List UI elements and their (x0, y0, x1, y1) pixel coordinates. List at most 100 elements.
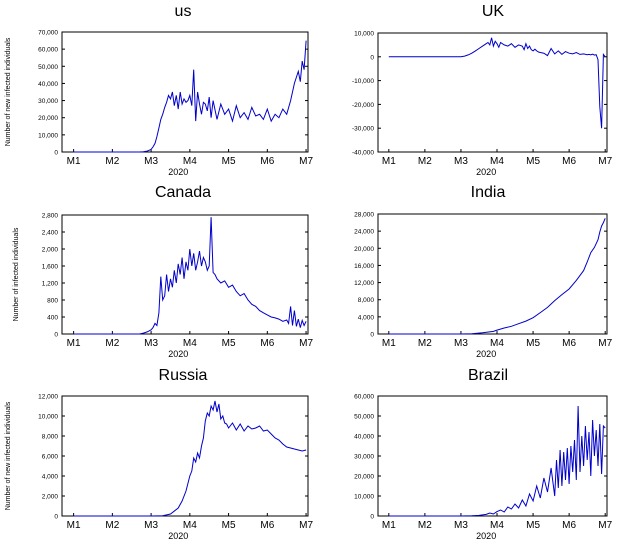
y-tick-label-3-5: 20,000 (354, 246, 374, 253)
y-tick-label-5-6: 60,000 (354, 394, 374, 401)
x-tick-label-4-4: M5 (222, 520, 236, 531)
y-tick-label-0-0: 0 (54, 150, 58, 157)
y-tick-label-3-3: 12,000 (354, 280, 374, 287)
x-tick-label-2-0: M1 (67, 338, 81, 349)
x-tick-label-4-5: M6 (260, 520, 274, 531)
x-tick-label-0-2: M3 (144, 156, 158, 167)
y-tick-label-5-1: 10,000 (354, 494, 374, 501)
chart-title-1: UK (482, 3, 505, 20)
x-axis-label-3: 2020 (476, 349, 496, 359)
y-tick-label-2-3: 1,200 (42, 281, 59, 288)
plot-frame-1 (377, 32, 608, 153)
x-tick-label-3-2: M3 (454, 338, 468, 349)
x-tick-label-5-4: M5 (526, 520, 540, 531)
x-tick-label-4-0: M1 (67, 520, 81, 531)
y-tick-label-0-4: 40,000 (38, 81, 58, 88)
x-tick-label-5-3: M4 (490, 520, 504, 531)
x-axis-label-0: 2020 (168, 167, 188, 177)
x-tick-label-5-6: M7 (598, 520, 612, 531)
y-tick-label-0-1: 10,000 (38, 132, 58, 139)
x-axis-label-4: 2020 (168, 531, 188, 541)
x-tick-label-0-5: M6 (260, 156, 274, 167)
x-axis-label-2: 2020 (168, 349, 188, 359)
y-tick-label-1-1: -30,000 (352, 126, 374, 133)
x-tick-label-0-6: M7 (299, 156, 313, 167)
x-tick-label-3-6: M7 (598, 338, 612, 349)
x-tick-label-1-3: M4 (490, 156, 504, 167)
y-tick-label-2-1: 400 (47, 315, 58, 322)
y-tick-label-1-3: -10,000 (352, 78, 374, 85)
y-tick-label-0-3: 30,000 (38, 98, 58, 105)
y-tick-label-4-5: 10,000 (38, 414, 58, 421)
y-tick-label-2-0: 0 (54, 332, 58, 339)
y-axis-label-0: Number of new infected individuals (5, 37, 12, 146)
y-tick-label-3-7: 28,000 (354, 212, 374, 219)
series-line-1-0 (388, 37, 606, 129)
x-tick-label-3-0: M1 (382, 338, 396, 349)
y-tick-label-0-2: 20,000 (38, 115, 58, 122)
x-tick-label-3-3: M4 (490, 338, 504, 349)
x-tick-label-3-5: M6 (562, 338, 576, 349)
y-tick-label-3-2: 8,000 (358, 297, 375, 304)
series-line-5-0 (388, 405, 606, 517)
y-axis-label-2: Number of infected individuals (13, 227, 20, 321)
y-axis-label-4: Number of new infected individuals (5, 401, 12, 510)
y-tick-label-5-2: 20,000 (354, 474, 374, 481)
x-tick-label-4-1: M2 (105, 520, 119, 531)
x-tick-label-1-5: M6 (562, 156, 576, 167)
y-tick-label-3-0: 0 (370, 332, 374, 339)
x-tick-label-2-2: M3 (144, 338, 158, 349)
x-axis-label-1: 2020 (476, 167, 496, 177)
x-tick-label-2-3: M4 (183, 338, 197, 349)
x-tick-label-2-6: M7 (299, 338, 313, 349)
y-tick-label-5-5: 50,000 (354, 414, 374, 421)
y-tick-label-1-5: 10,000 (354, 31, 374, 38)
chart-title-0: us (175, 3, 192, 20)
y-tick-label-3-1: 4,000 (358, 314, 375, 321)
x-tick-label-4-2: M3 (144, 520, 158, 531)
x-tick-label-1-2: M3 (454, 156, 468, 167)
plot-frame-5 (377, 395, 608, 517)
x-tick-label-2-5: M6 (260, 338, 274, 349)
series-line-0-0 (73, 40, 307, 153)
x-tick-label-1-0: M1 (382, 156, 396, 167)
series-line-2-0 (73, 217, 307, 335)
y-tick-label-3-4: 16,000 (354, 263, 374, 270)
y-tick-label-5-4: 40,000 (354, 434, 374, 441)
chart-title-5: Brazil (468, 367, 508, 384)
chart-title-3: India (471, 184, 506, 201)
y-tick-label-1-2: -20,000 (352, 102, 374, 109)
series-line-4-0 (73, 400, 307, 517)
x-tick-label-1-1: M2 (418, 156, 432, 167)
y-tick-label-0-5: 50,000 (38, 64, 58, 71)
y-tick-label-2-4: 1,600 (42, 264, 59, 271)
y-tick-label-5-3: 30,000 (354, 454, 374, 461)
y-tick-label-2-7: 2,800 (42, 213, 59, 220)
x-tick-label-2-4: M5 (222, 338, 236, 349)
y-tick-label-2-2: 800 (47, 298, 58, 305)
y-tick-label-4-1: 2,000 (42, 494, 59, 501)
y-tick-label-1-4: 0 (370, 54, 374, 61)
x-tick-label-0-4: M5 (222, 156, 236, 167)
y-tick-label-4-0: 0 (54, 514, 58, 521)
x-tick-label-4-6: M7 (299, 520, 313, 531)
chart-title-4: Russia (159, 367, 208, 384)
y-tick-label-0-7: 70,000 (38, 30, 58, 37)
y-tick-label-0-6: 60,000 (38, 47, 58, 54)
x-tick-label-3-1: M2 (418, 338, 432, 349)
x-tick-label-2-1: M2 (105, 338, 119, 349)
y-tick-label-3-6: 24,000 (354, 229, 374, 236)
y-tick-label-5-0: 0 (370, 514, 374, 521)
y-tick-label-4-2: 4,000 (42, 474, 59, 481)
x-tick-label-5-5: M6 (562, 520, 576, 531)
x-tick-label-5-2: M3 (454, 520, 468, 531)
y-tick-label-4-3: 6,000 (42, 454, 59, 461)
y-tick-label-2-5: 2,000 (42, 247, 59, 254)
x-tick-label-3-4: M5 (526, 338, 540, 349)
x-tick-label-5-1: M2 (418, 520, 432, 531)
y-tick-label-4-4: 8,000 (42, 434, 59, 441)
x-tick-label-0-0: M1 (67, 156, 81, 167)
x-tick-label-5-0: M1 (382, 520, 396, 531)
plot-frame-3 (377, 213, 608, 335)
